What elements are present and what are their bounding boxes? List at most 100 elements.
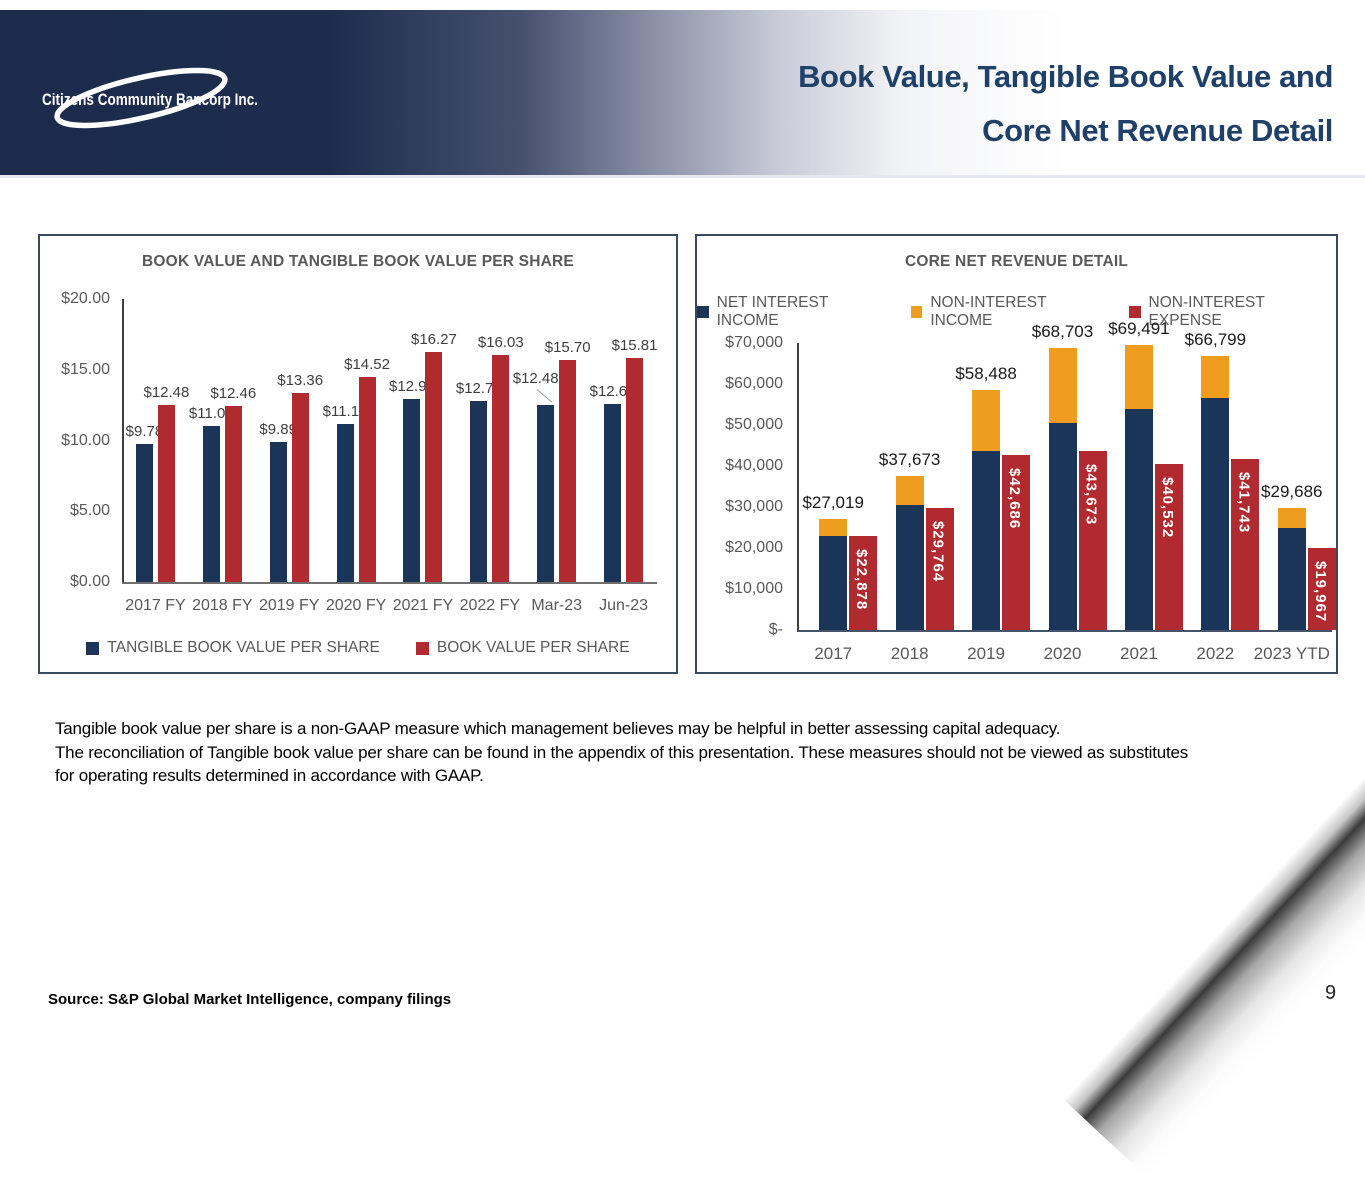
left-chart-data-label: $16.03 (477, 334, 524, 352)
right-chart-x-label: 2022 (1196, 644, 1235, 663)
tangible-book-value-bar-mar-23 (537, 405, 555, 582)
legend-swatch-icon (910, 306, 923, 318)
tangible-book-value-bar-2021-fy (403, 399, 421, 582)
left-chart-data-label: $12.61 (589, 382, 636, 400)
left-chart-x-label: 2019 FY (258, 597, 320, 614)
right-chart-x-label: 2020 (1043, 644, 1082, 663)
non-interest-income-bar-2023-ytd (1277, 508, 1306, 529)
right-chart-expense-label: $41,743 (1235, 471, 1253, 534)
legend-swatch-icon (1128, 306, 1141, 318)
left-chart-data-label: $9.78 (125, 422, 164, 440)
net-interest-income-bar-2021 (1124, 409, 1153, 630)
page-number: 9 (1325, 982, 1337, 1004)
left-chart-x-label: 2022 FY (459, 597, 521, 614)
left-chart-x-label: Jun-23 (599, 597, 649, 614)
non-interest-income-bar-2020 (1048, 348, 1077, 424)
left-chart-data-label: $11.18 (322, 402, 368, 420)
net-interest-income-bar-2020 (1048, 423, 1077, 630)
left-chart-y-tick: $0.00 (69, 573, 110, 590)
book-value-bar-mar-23 (559, 359, 577, 582)
non-interest-income-bar-2022 (1201, 356, 1230, 399)
footnote-line3: for operating results determined in acco… (55, 766, 484, 785)
right-chart-y-tick: $20,000 (725, 539, 783, 556)
right-chart-expense-label: $29,764 (929, 520, 947, 583)
tangible-book-value-bar-2020-fy (336, 423, 354, 582)
page-title-line2: Core Net Revenue Detail (982, 113, 1333, 148)
company-logo: Citizens Community Bancorp Inc. (42, 67, 258, 129)
tangible-book-value-bar-2017-fy (135, 443, 153, 582)
tangible-book-value-bar-jun-23 (604, 403, 622, 582)
net-interest-income-bar-2017 (819, 536, 848, 630)
right-chart-y-tick: $40,000 (725, 457, 783, 474)
non-interest-expense-bar-2022 (1231, 458, 1260, 630)
legend-item-net-interest-income: NET INTEREST INCOME (697, 294, 889, 330)
tangible-book-value-bar-2018-fy (202, 425, 220, 582)
non-interest-income-bar-2021 (1124, 345, 1153, 409)
book-value-bar-2018-fy (224, 405, 242, 582)
logo-swoosh-icon (54, 67, 228, 129)
right-chart-expense-label: $40,532 (1158, 476, 1176, 539)
right-chart-legend: NET INTEREST INCOME NON-INTEREST INCOME NO… (697, 294, 1336, 330)
left-chart-data-label: $12.46 (210, 384, 257, 402)
page-title: Book Value, Tangible Book Value and Core… (573, 50, 1333, 158)
tangible-book-value-bar-2022-fy (470, 401, 488, 582)
left-chart-x-label: 2020 FY (325, 597, 387, 614)
legend-item-book-value-per-share: BOOK VALUE PER SHARE (415, 639, 630, 657)
right-chart-total-label: $58,488 (955, 364, 1017, 384)
right-chart-y-tick: $30,000 (725, 498, 783, 515)
right-chart-x-label: 2021 (1120, 644, 1158, 663)
legend-item-tangible-book-value-per-share: TANGIBLE BOOK VALUE PER SHARE (86, 639, 380, 657)
legend-swatch-icon (415, 641, 429, 655)
left-chart-data-label: $14.52 (344, 355, 390, 373)
right-chart-x-label: 2017 (814, 644, 853, 663)
non-interest-income-bar-2017 (819, 519, 848, 537)
right-chart-expense-label: $43,673 (1082, 463, 1100, 526)
right-chart-y-tick: $50,000 (725, 416, 783, 433)
right-chart-x-axis (797, 630, 1332, 632)
left-chart-y-axis (122, 299, 124, 582)
right-chart-y-tick: $60,000 (725, 375, 783, 392)
legend-label: BOOK VALUE PER SHARE (436, 639, 630, 656)
left-chart-data-label: $11.05 (188, 404, 234, 422)
left-chart-y-tick: $10.00 (61, 431, 110, 449)
book-value-bar-2019-fy (291, 392, 309, 582)
left-chart-data-label: $12.48 (143, 384, 190, 402)
left-chart-y-tick: $5.00 (69, 502, 110, 520)
left-chart-data-label: $13.36 (277, 371, 324, 389)
non-interest-expense-bar-2019 (1002, 454, 1031, 630)
non-interest-income-bar-2018 (895, 475, 924, 506)
footnote: Tangible book value per share is a non-G… (55, 717, 1320, 788)
legend-item-non-interest-income: NON-INTEREST INCOME (910, 294, 1107, 330)
right-chart-x-label: 2019 (967, 644, 1005, 663)
right-chart-y-tick: $10,000 (725, 580, 783, 597)
footnote-line2: The reconciliation of Tangible book valu… (55, 742, 1189, 762)
left-chart-data-label: $9.89 (259, 421, 297, 439)
book-value-bar-2021-fy (425, 351, 443, 582)
right-chart-x-label: 2018 (890, 644, 929, 663)
book-value-bar-2022-fy (492, 355, 510, 582)
legend-item-non-interest-expense: NON-INTEREST EXPENSE (1128, 294, 1336, 330)
book-value-chart-panel: BOOK VALUE AND TANGIBLE BOOK VALUE PER S… (38, 234, 678, 674)
left-chart-label-leader-line (536, 389, 553, 404)
right-chart-expense-label: $42,686 (1006, 467, 1024, 530)
left-chart-data-label: $15.81 (611, 337, 658, 355)
footnote-line1: Tangible book value per share is a non-G… (55, 719, 1061, 738)
legend-label: NON-INTEREST INCOME (930, 294, 1047, 329)
right-chart-x-label: 2023 YTD (1253, 644, 1330, 663)
left-chart-x-label: 2017 FY (125, 597, 186, 614)
non-interest-expense-bar-2018 (925, 507, 954, 630)
net-interest-income-bar-2019 (972, 451, 1001, 630)
right-chart-total-label: $66,799 (1184, 330, 1247, 350)
non-interest-expense-bar-2021 (1154, 463, 1183, 630)
page-title-line1: Book Value, Tangible Book Value and (798, 59, 1333, 94)
right-chart-expense-label: $19,967 (1311, 561, 1329, 623)
right-chart-total-label: $37,673 (878, 449, 941, 469)
left-chart-x-axis (122, 582, 657, 584)
left-chart-data-label: $12.90 (388, 378, 435, 396)
left-chart-data-label: $12.77 (455, 380, 502, 398)
net-interest-income-bar-2023-ytd (1277, 528, 1306, 630)
right-chart-expense-label: $22,878 (853, 549, 871, 611)
tangible-book-value-bar-2019-fy (269, 442, 287, 582)
non-interest-income-bar-2019 (972, 390, 1001, 452)
legend-swatch-icon (86, 641, 100, 655)
